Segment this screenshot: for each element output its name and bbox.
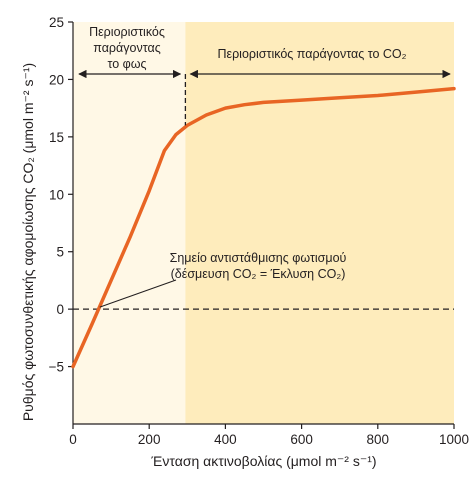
x-tick-label: 600 <box>290 432 313 447</box>
assimilation-curve <box>71 86 456 369</box>
compensation-point-leader <box>99 279 177 308</box>
y-tick-label: 20 <box>49 72 64 87</box>
region-co2-label: Περιοριστικός παράγοντας το CO₂ <box>217 47 406 61</box>
y-tick-label: 0 <box>56 302 64 317</box>
region-light-label-line1: Περιοριστικός <box>89 25 165 39</box>
y-tick-label: 10 <box>49 187 64 202</box>
region-1 <box>185 22 454 424</box>
x-tick-label: 0 <box>69 432 77 447</box>
x-tick-label: 200 <box>138 432 161 447</box>
region-light-label-line3: το φως <box>107 57 146 71</box>
shaded-regions <box>73 22 454 424</box>
y-axis-label: Ρυθμός φωτοσυνθετικής αφομοίωσης CO₂ (μm… <box>20 63 36 421</box>
y-tick-label: 15 <box>49 130 64 145</box>
region-0 <box>73 22 186 424</box>
chart-marks <box>71 69 456 369</box>
y-tick-label: −5 <box>49 360 64 375</box>
y-tick-label: 25 <box>49 15 64 30</box>
annotation-line2: (δέσμευση CO₂ = Έκλυση CO₂) <box>171 267 346 281</box>
x-tick-label: 1000 <box>439 432 469 447</box>
x-axis-label: Ένταση ακτινοβολίας (μmol m⁻² s⁻¹) <box>150 453 376 469</box>
region-light-label-line2: παράγοντας <box>93 41 160 55</box>
x-tick-label: 400 <box>214 432 237 447</box>
axes: −5 0 5 10 15 20 25 0 200 400 600 800 1000 <box>49 15 469 447</box>
annotation-line1: Σημείο αντιστάθμισης φωτισμού <box>170 251 347 265</box>
x-tick-label: 800 <box>367 432 390 447</box>
y-tick-label: 5 <box>56 245 64 260</box>
